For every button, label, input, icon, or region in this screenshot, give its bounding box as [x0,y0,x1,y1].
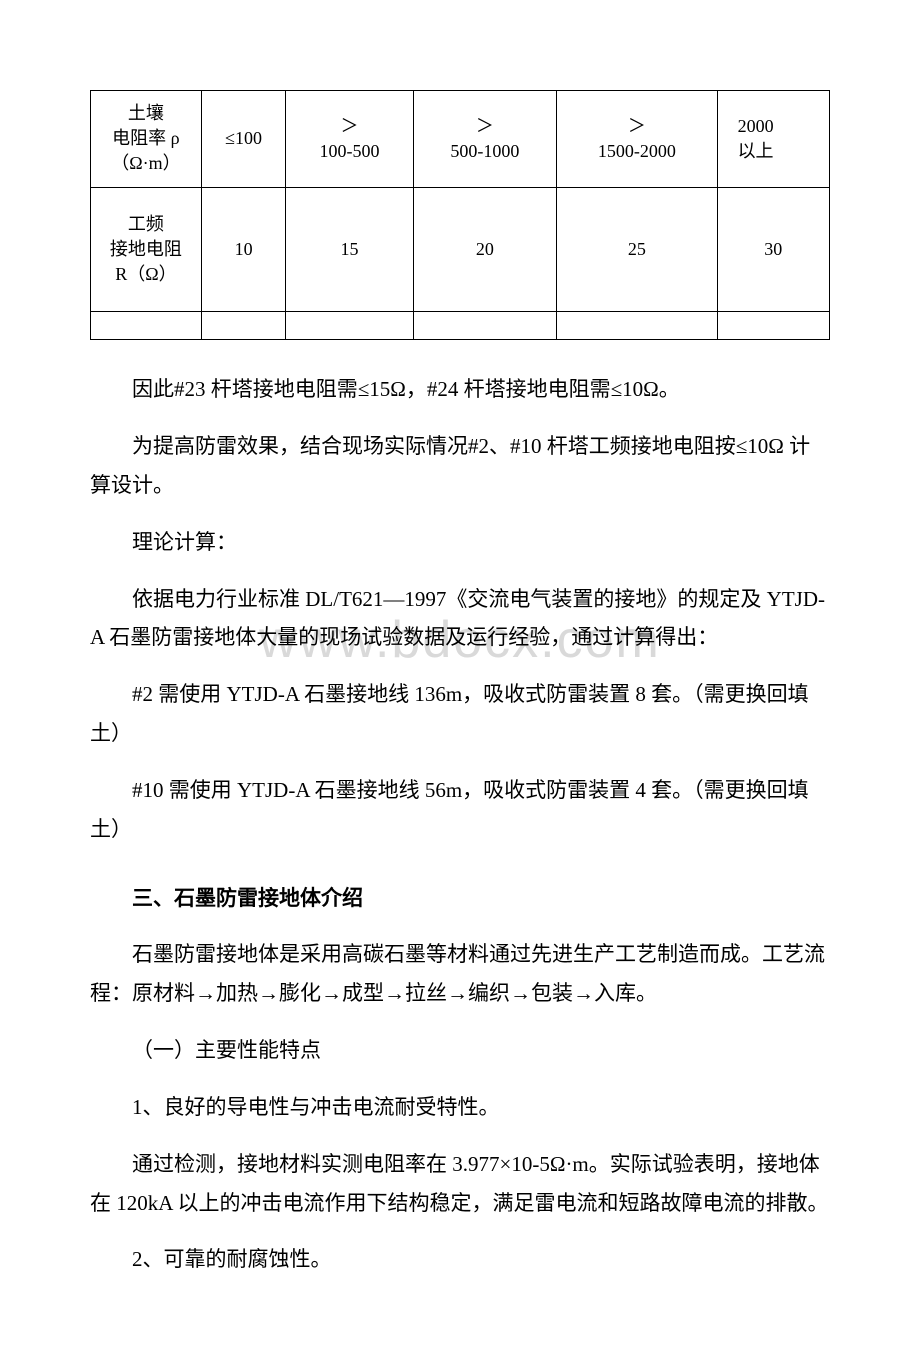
table-row: 土壤 电阻率 ρ （Ω·m） ≤100 ＞ 100-500 ＞ 500-1000… [91,91,830,188]
section-heading: 三、石墨防雷接地体介绍 [90,879,830,918]
page-content: 土壤 电阻率 ρ （Ω·m） ≤100 ＞ 100-500 ＞ 500-1000… [90,90,830,1279]
paragraph: 为提高防雷效果，结合现场实际情况#2、#10 杆塔工频接地电阻按≤10Ω 计算设… [90,427,830,505]
paragraph: （一）主要性能特点 [90,1031,830,1070]
cell [557,312,717,340]
cell [717,312,829,340]
row1-label: 土壤 电阻率 ρ （Ω·m） [91,91,202,188]
paragraph: 理论计算： [90,523,830,562]
paragraph: 2、可靠的耐腐蚀性。 [90,1240,830,1279]
cell: ≤100 [201,91,286,188]
paragraph: 依据电力行业标准 DL/T621—1997《交流电气装置的接地》的规定及 YTJ… [90,580,830,658]
table-row: 工频 接地电阻 R（Ω） 10 15 20 25 30 [91,187,830,312]
cell: ＞ 100-500 [286,91,413,188]
cell [201,312,286,340]
cell [91,312,202,340]
cell: 25 [557,187,717,312]
paragraph: 石墨防雷接地体是采用高碳石墨等材料通过先进生产工艺制造而成。工艺流程：原材料→加… [90,935,830,1013]
cell: 15 [286,187,413,312]
cell: ＞ 500-1000 [413,91,557,188]
table-row [91,312,830,340]
cell: 30 [717,187,829,312]
cell: 20 [413,187,557,312]
cell: 2000 以上 [717,91,829,188]
paragraph: #2 需使用 YTJD-A 石墨接地线 136m，吸收式防雷装置 8 套。（需更… [90,675,830,753]
cell [286,312,413,340]
paragraph: 通过检测，接地材料实测电阻率在 3.977×10-5Ω·m。实际试验表明，接地体… [90,1145,830,1223]
cell: ＞ 1500-2000 [557,91,717,188]
paragraph: #10 需使用 YTJD-A 石墨接地线 56m，吸收式防雷装置 4 套。（需更… [90,771,830,849]
paragraph: 1、良好的导电性与冲击电流耐受特性。 [90,1088,830,1127]
paragraph: 因此#23 杆塔接地电阻需≤15Ω，#24 杆塔接地电阻需≤10Ω。 [90,370,830,409]
cell: 10 [201,187,286,312]
row2-label: 工频 接地电阻 R（Ω） [91,187,202,312]
cell [413,312,557,340]
resistance-table: 土壤 电阻率 ρ （Ω·m） ≤100 ＞ 100-500 ＞ 500-1000… [90,90,830,340]
